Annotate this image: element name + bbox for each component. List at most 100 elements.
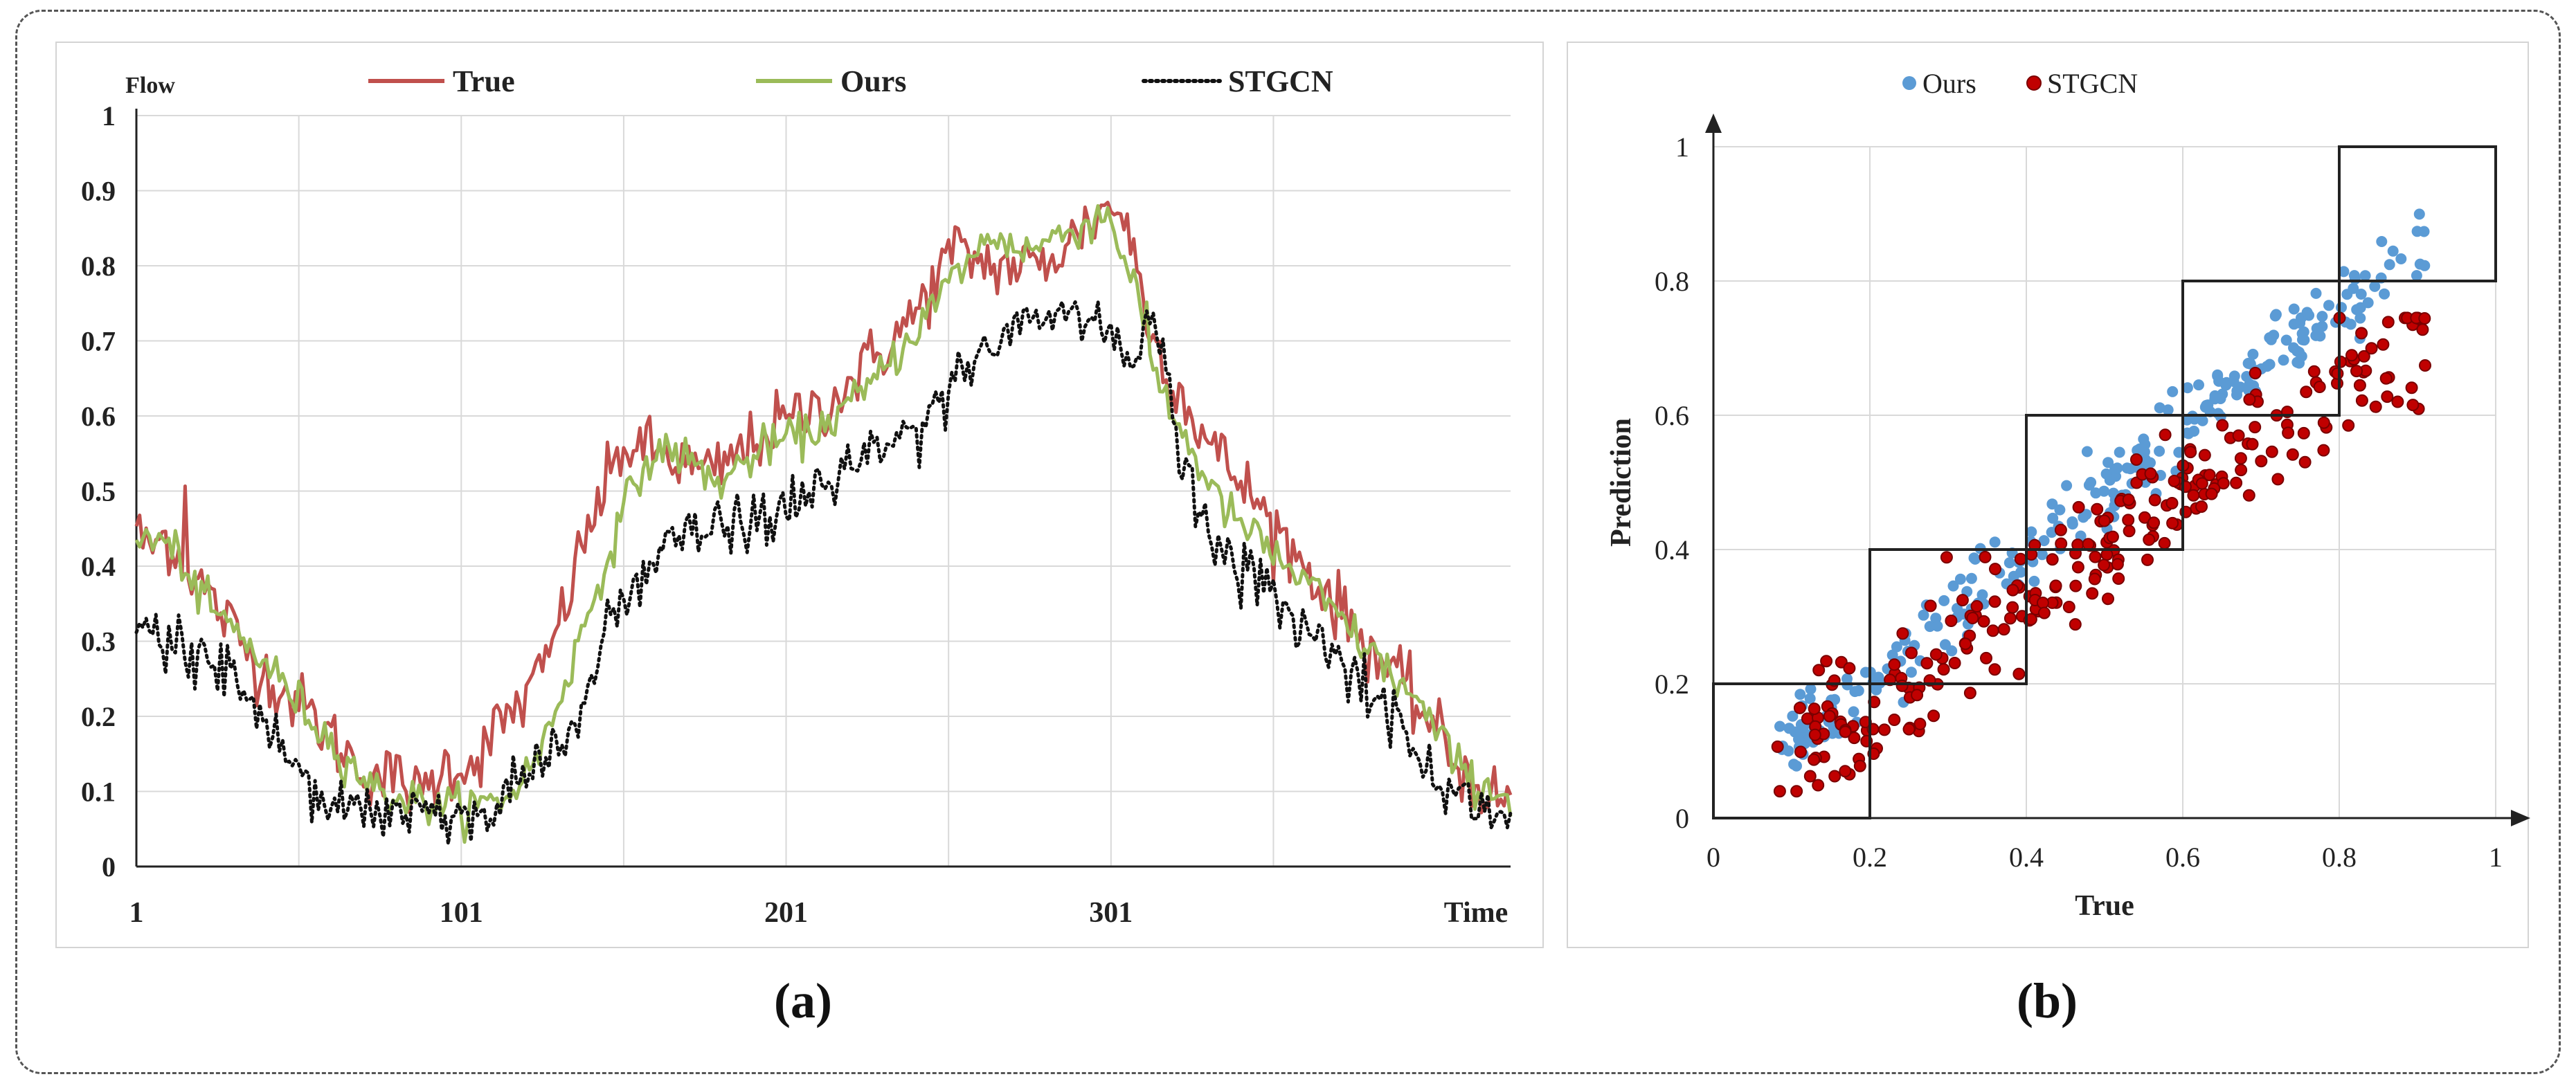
scatter-point-ours [2348,282,2359,294]
scatter-point-stgcn [1803,770,1817,783]
scatter-point-stgcn [2381,316,2395,329]
scatter-point-stgcn [2355,394,2368,407]
scatter-point-stgcn [1937,663,1950,676]
scatter-point-stgcn [2106,530,2119,543]
scatter-point-stgcn [2391,395,2404,408]
y-tick-label: 0.3 [81,626,116,658]
scatter-point-stgcn [1988,663,2001,676]
scatter-point-stgcn [1948,657,1961,669]
scatter-point-stgcn [2265,445,2278,458]
scatter-point-stgcn [1927,709,1940,723]
scatter-point-ours [1905,667,1917,678]
scatter-point-stgcn [2195,500,2208,513]
scatter-point-ours [1891,641,1902,653]
scatter-point-stgcn [2271,473,2285,486]
scatter-point-ours [2090,487,2102,499]
legend-label-stgcn: STGCN [2047,68,2138,99]
scatter-point-stgcn [1828,770,1841,783]
scatter-point-stgcn [2342,419,2355,432]
scatter-point-stgcn [2353,379,2366,392]
scatter-point-ours [2235,381,2246,393]
scatter-point-stgcn [2350,365,2363,378]
scatter-point-stgcn [2317,444,2330,457]
y-tick-label: 0.9 [81,176,116,207]
scatter-point-ours [2376,236,2388,247]
scatter-point-ours [2154,402,2165,414]
scatter-point-ours [2054,504,2066,516]
scatter-point-ours [2247,348,2259,360]
scatter-point-stgcn [2003,612,2017,625]
scatter-point-ours [2395,253,2407,264]
scatter-point-ours [2265,334,2277,345]
scatter-point-stgcn [1812,664,1826,677]
scatter-point-stgcn [1839,725,1852,738]
scatter-point-ours [2351,304,2363,316]
scatter-point-stgcn [2217,477,2230,490]
scatter-point-stgcn [2232,429,2245,442]
scatter-point-ours [2162,404,2174,416]
scatter-point-stgcn [2317,416,2330,429]
scatter-point-stgcn [2122,493,2135,506]
x-tick-label: 0.8 [2322,842,2357,873]
scatter-point-stgcn [2165,497,2179,509]
scatter-point-ours [2202,399,2214,411]
scatter-point-stgcn [2069,579,2082,592]
scatter-point-stgcn [2300,386,2313,399]
y-tick-label: 0 [1675,803,1689,834]
scatter-point-stgcn [2112,572,2125,585]
scatter-point-stgcn [2406,399,2420,412]
scatter-point-stgcn [1790,785,1803,798]
scatter-point-ours [1794,689,1806,700]
y-axis-arrow [1705,114,1722,133]
diagonal-box [2025,414,2184,551]
scatter-point-stgcn [2088,572,2101,586]
scatter-point-stgcn [2091,502,2104,516]
legend-label-ours: Ours [1922,68,1976,99]
scatter-point-ours [2066,518,2078,530]
scatter-point-ours [2028,575,2040,587]
scatter-point-ours [2111,462,2123,474]
scatter-point-stgcn [2286,448,2299,461]
scatter-point-stgcn [2082,538,2095,551]
y-tick-label: 1 [1675,132,1689,163]
scatter-point-ours [2311,323,2323,334]
scatter-point-stgcn [2195,477,2208,490]
scatter-point-stgcn [1963,687,1976,700]
scatter-point-stgcn [1979,550,1992,563]
scatter-point-ours [2209,390,2221,401]
scatter-point-ours [1947,580,1959,592]
scatter-point-stgcn [2184,446,2197,459]
scatter-point-stgcn [2012,667,2026,680]
y-tick-label: 0.2 [1655,669,1689,700]
y-tick-label: 0.2 [81,701,116,732]
scatter-point-stgcn [1924,599,1937,613]
scatter-point-stgcn [2148,493,2161,507]
scatter-point-ours [2413,208,2425,220]
scatter-point-stgcn [2307,365,2321,378]
scatter-point-ours [1871,684,1882,696]
scatter-point-ours [2061,480,2073,491]
scatter-point-stgcn [2071,561,2084,574]
legend-marker-ours [1902,76,1916,90]
scatter-point-ours [2278,354,2289,366]
scatter-point-ours [1849,686,1861,698]
scatter-point-stgcn [2072,500,2085,514]
scatter-point-stgcn [2062,601,2075,613]
scatter-point-stgcn [2203,469,2216,482]
scatter-point-ours [2154,445,2165,457]
scatter-point-ours [2359,270,2371,282]
x-tick-label: 1 [2489,842,2503,873]
scatter-point-ours [2167,386,2179,397]
x-axis-label: Time [1444,897,1508,929]
scatter-point-ours [2015,566,2027,578]
scatter-point-ours [1970,553,1981,565]
scatter-point-ours [2323,300,2334,311]
scatter-point-ours [2379,288,2390,300]
scatter-point-stgcn [1808,702,1821,716]
scatter-point-ours [2384,259,2395,271]
scatter-point-ours [1848,706,1859,718]
scatter-point-stgcn [2355,327,2368,340]
x-tick-label: 1 [129,897,144,929]
scatter-point-stgcn [2187,489,2200,502]
scatter-point-stgcn [2357,350,2370,363]
